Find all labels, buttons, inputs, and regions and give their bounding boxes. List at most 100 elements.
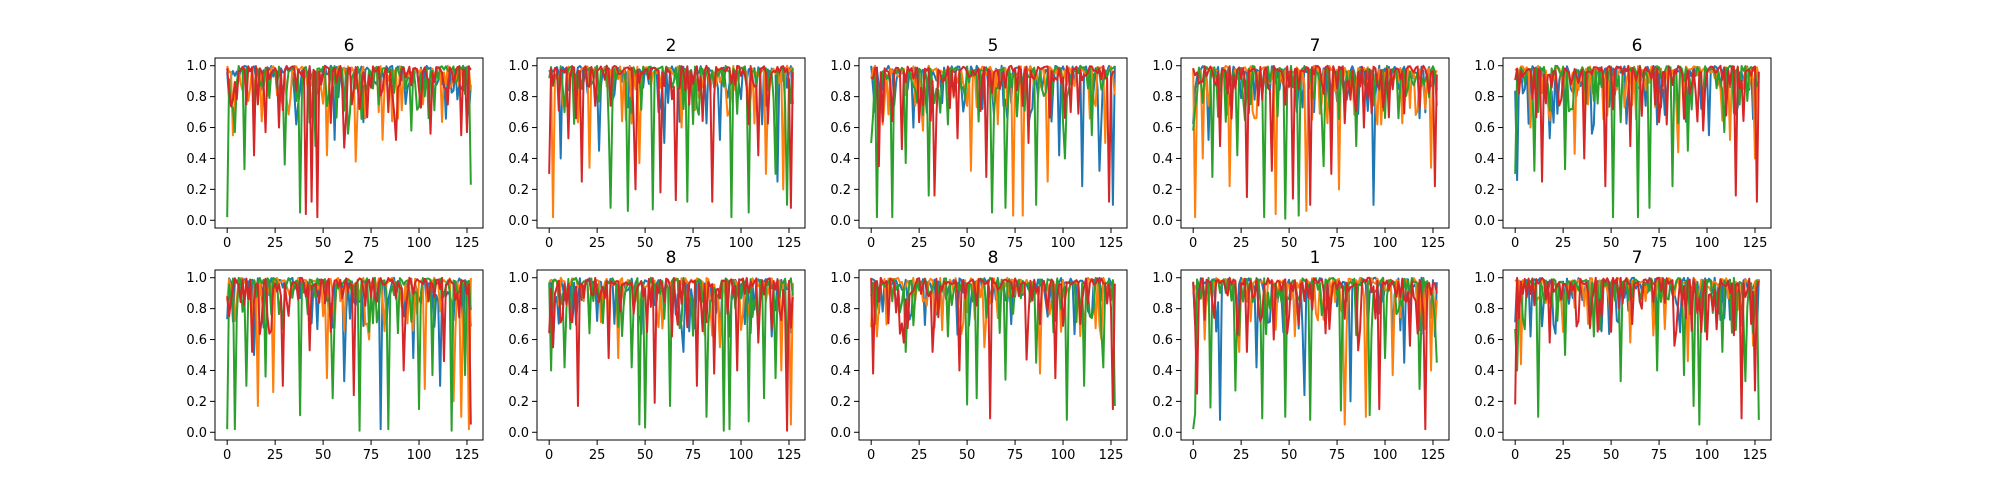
- y-tick-label: 0.0: [186, 426, 207, 441]
- series-group: [1514, 276, 1760, 426]
- series-line-4: [548, 64, 794, 209]
- subplot-4: 0 25 50 75 100 125 0.0 0.2 0.4 0.6 0.8 1.0 7: [1152, 36, 1450, 251]
- subplot-title: 8: [666, 248, 677, 268]
- subplot-title: 1: [1310, 248, 1321, 268]
- y-tick-label: 0.4: [1474, 152, 1495, 167]
- x-tick-label: 125: [1421, 448, 1446, 463]
- x-tick-label: 125: [777, 448, 802, 463]
- y-tick-label: 1.0: [186, 59, 207, 74]
- series-line-4: [226, 64, 472, 219]
- x-tick-label: 0: [1511, 236, 1519, 251]
- x-tick-label: 25: [1555, 236, 1572, 251]
- x-tick-label: 25: [267, 236, 284, 251]
- series-group: [226, 64, 472, 219]
- y-tick-label: 0.0: [508, 426, 529, 441]
- y-tick-label: 0.2: [508, 395, 529, 410]
- y-tick-label: 0.2: [830, 395, 851, 410]
- y-tick-label: 0.0: [508, 214, 529, 229]
- y-tick-label: 0.0: [830, 426, 851, 441]
- y-tick-label: 0.8: [830, 90, 851, 105]
- y-tick-label: 0.6: [1474, 121, 1495, 136]
- series-line-3: [226, 276, 472, 432]
- x-tick-label: 25: [1555, 448, 1572, 463]
- series-line-4: [1514, 276, 1760, 420]
- plot-frame: [1180, 57, 1450, 229]
- y-tick-label: 0.6: [1152, 121, 1173, 136]
- series-group: [1192, 276, 1438, 431]
- x-tick-label: 50: [315, 448, 332, 463]
- x-tick-label: 50: [1281, 448, 1298, 463]
- x-tick-label: 25: [1233, 236, 1250, 251]
- series-line-4: [548, 276, 794, 432]
- subplot-2: 0 25 50 75 100 125 0.0 0.2 0.4 0.6 0.8 1.0 2: [508, 36, 806, 251]
- x-tick-label: 0: [867, 448, 875, 463]
- x-tick-label: 125: [1743, 236, 1768, 251]
- y-tick-label: 0.6: [508, 121, 529, 136]
- y-tick-label: 0.2: [1474, 395, 1495, 410]
- subplot-title: 5: [988, 36, 999, 56]
- y-tick-label: 0.8: [186, 90, 207, 105]
- plot-frame: [536, 57, 806, 229]
- x-tick-label: 50: [1603, 448, 1620, 463]
- x-tick-label: 0: [1189, 236, 1197, 251]
- x-tick-label: 50: [1281, 236, 1298, 251]
- subplot-8: 0 25 50 75 100 125 0.0 0.2 0.4 0.6 0.8 1.0 8: [830, 248, 1128, 463]
- x-tick-label: 0: [223, 448, 231, 463]
- x-tick-label: 125: [1099, 236, 1124, 251]
- x-tick-label: 125: [455, 448, 480, 463]
- y-tick-label: 0.0: [1474, 214, 1495, 229]
- x-tick-label: 50: [637, 236, 654, 251]
- x-tick-label: 100: [1051, 236, 1076, 251]
- plot-frame: [1502, 269, 1772, 441]
- subplot-title: 2: [666, 36, 677, 56]
- x-tick-label: 100: [1695, 448, 1720, 463]
- x-tick-label: 0: [545, 448, 553, 463]
- y-tick-label: 1.0: [830, 271, 851, 286]
- series-line-4: [226, 276, 472, 425]
- x-tick-label: 75: [685, 448, 702, 463]
- y-tick-label: 0.6: [1152, 333, 1173, 348]
- y-tick-label: 1.0: [508, 271, 529, 286]
- y-tick-label: 0.6: [1474, 333, 1495, 348]
- y-tick-label: 0.8: [1474, 302, 1495, 317]
- y-tick-label: 0.8: [1152, 90, 1173, 105]
- y-tick-label: 0.4: [830, 364, 851, 379]
- x-tick-label: 50: [315, 236, 332, 251]
- subplot-title: 7: [1632, 248, 1643, 268]
- y-tick-label: 0.6: [830, 333, 851, 348]
- y-tick-label: 0.4: [186, 364, 207, 379]
- series-line-4: [1514, 64, 1760, 203]
- x-tick-label: 0: [1511, 448, 1519, 463]
- y-tick-label: 0.2: [830, 183, 851, 198]
- subplot-9: 0 25 50 75 100 125 0.0 0.2 0.4 0.6 0.8 1.0 1: [1152, 248, 1450, 463]
- x-tick-label: 0: [545, 236, 553, 251]
- y-tick-label: 0.4: [508, 364, 529, 379]
- series-line-4: [870, 64, 1116, 203]
- y-tick-label: 0.6: [186, 121, 207, 136]
- series-line-3: [548, 276, 794, 432]
- plot-frame: [858, 57, 1128, 229]
- x-tick-label: 25: [589, 236, 606, 251]
- y-tick-label: 0.4: [1152, 364, 1173, 379]
- x-tick-label: 25: [267, 448, 284, 463]
- x-tick-label: 125: [1421, 236, 1446, 251]
- y-tick-label: 0.4: [1152, 152, 1173, 167]
- subplot-title: 6: [344, 36, 355, 56]
- subplot-1: 0 25 50 75 100 125 0.0 0.2 0.4 0.6 0.8 1.0 6: [186, 36, 484, 251]
- y-tick-label: 0.8: [186, 302, 207, 317]
- subplot-title: 6: [1632, 36, 1643, 56]
- x-tick-label: 125: [777, 236, 802, 251]
- x-tick-label: 125: [1099, 448, 1124, 463]
- x-tick-label: 75: [1329, 448, 1346, 463]
- x-tick-label: 100: [1373, 236, 1398, 251]
- x-tick-label: 75: [1329, 236, 1346, 251]
- y-tick-label: 0.8: [830, 302, 851, 317]
- x-tick-label: 75: [363, 448, 380, 463]
- x-tick-label: 100: [1695, 236, 1720, 251]
- plot-frame: [214, 269, 484, 441]
- x-tick-label: 50: [959, 448, 976, 463]
- y-tick-label: 1.0: [1474, 59, 1495, 74]
- y-tick-label: 0.8: [508, 90, 529, 105]
- subplot-6: 0 25 50 75 100 125 0.0 0.2 0.4 0.6 0.8 1.0 2: [186, 248, 484, 463]
